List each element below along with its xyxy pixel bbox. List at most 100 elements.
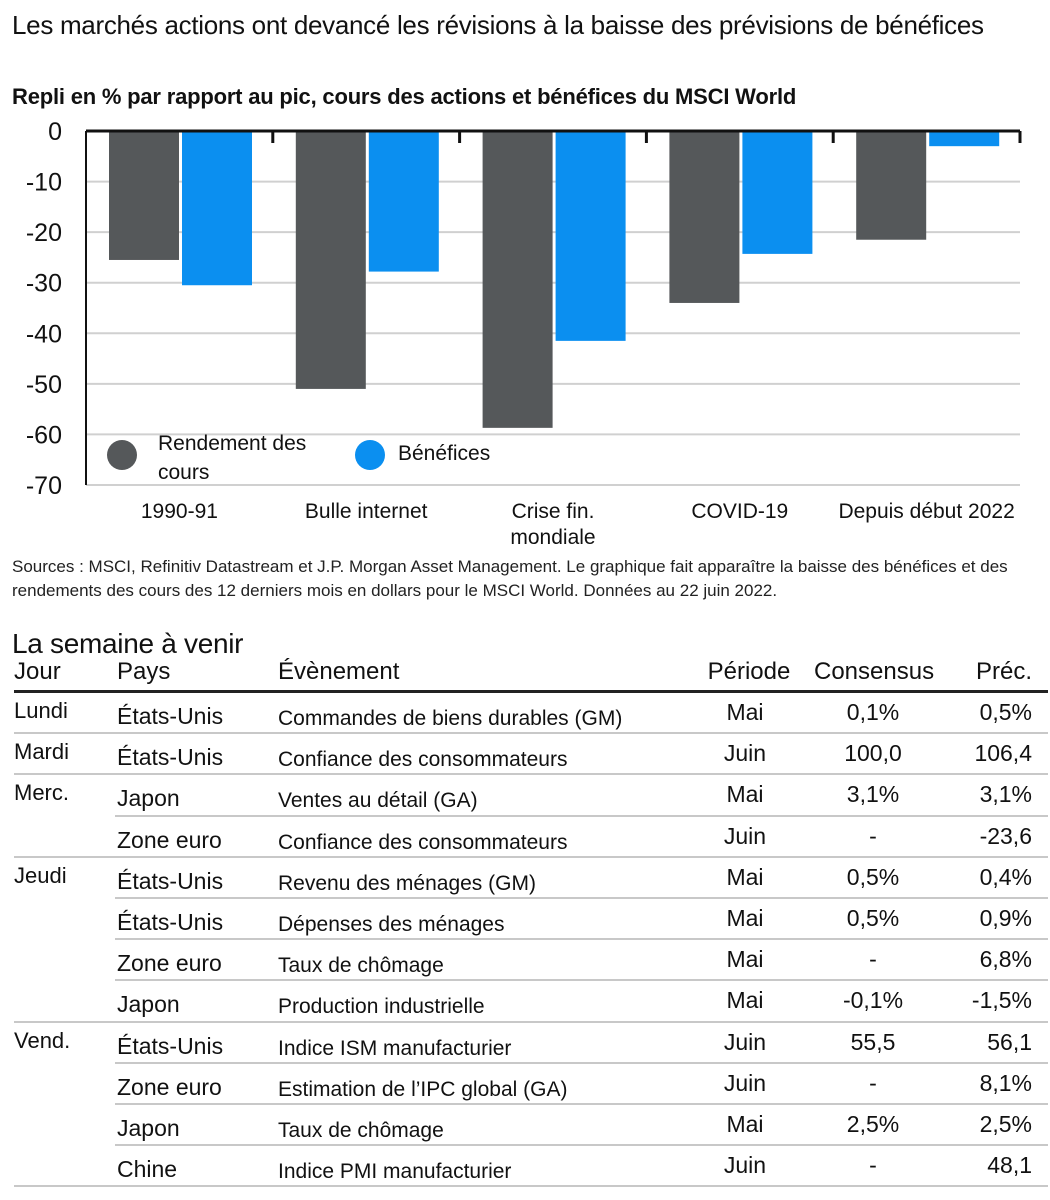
y-tick-label: -70 [26, 472, 62, 500]
cell-consensus: - [869, 1069, 877, 1096]
cell-country: États-Unis [117, 867, 224, 894]
x-tick-label: Bulle internet [305, 500, 428, 523]
cell-previous: 106,4 [974, 740, 1032, 767]
cell-day: Lundi [14, 698, 68, 723]
table-row: Zone euro Confiance des consommateurs Juin… [14, 817, 1048, 858]
header-event: Évènement [278, 658, 400, 685]
bar-earnings [742, 131, 813, 254]
cell-country: Zone euro [117, 1073, 222, 1100]
cell-previous: 0,9% [979, 904, 1032, 931]
cell-previous: 8,1% [979, 1069, 1032, 1096]
x-tick-label: Crise fin. [512, 500, 595, 523]
y-tick-label: -60 [26, 421, 62, 449]
bar-earnings [555, 131, 626, 341]
y-tick-label: -20 [26, 219, 62, 247]
cell-country: États-Unis [117, 744, 224, 771]
legend-label: cours [158, 461, 209, 484]
cell-event: Ventes au détail (GA) [278, 789, 478, 813]
cell-previous: 56,1 [987, 1028, 1032, 1055]
cell-day: Vend. [14, 1027, 71, 1053]
cell-country: États-Unis [117, 908, 224, 935]
cell-period: Juin [723, 1069, 767, 1096]
table-row: Mardi États-Unis Confiance des consommateu… [14, 734, 1048, 776]
bar-price-return [295, 131, 366, 389]
cell-previous: 3,1% [979, 781, 1032, 808]
cell-consensus: - [869, 946, 877, 973]
cell-period: Juin [723, 822, 767, 849]
table-header: Jour Pays Évènement Période Consensus Pr… [14, 656, 1048, 693]
row-divider [14, 1185, 1048, 1188]
row-divider [14, 732, 1048, 735]
cell-previous: 0,5% [979, 699, 1032, 725]
cell-event: Taux de chômage [278, 954, 444, 978]
cell-country: Japon [117, 785, 180, 812]
row-divider [14, 855, 1048, 858]
cell-consensus: - [869, 1152, 877, 1179]
cell-consensus: 0,5% [846, 904, 900, 931]
bar-earnings [368, 131, 439, 272]
cell-previous: 2,5% [979, 1110, 1032, 1137]
cell-consensus: 3,1% [846, 781, 900, 808]
cell-period: Mai [726, 904, 764, 931]
cell-period: Juin [723, 1028, 767, 1055]
row-divider [115, 1102, 1048, 1105]
row-divider [14, 773, 1048, 776]
bar-price-return [109, 131, 179, 260]
y-tick-label: -10 [26, 169, 62, 197]
table-row: Japon Production industrielle Mai -0,1% -1,5… [14, 981, 1048, 1023]
legend-swatch [355, 440, 385, 470]
cell-event: Confiance des consommateurs [278, 830, 568, 854]
row-divider [115, 979, 1048, 982]
table-row: Vend. États-Unis Indice ISM manufacturier J… [14, 1023, 1048, 1064]
cell-event: Revenu des ménages (GM) [278, 871, 536, 895]
cell-consensus: 100,0 [844, 740, 902, 767]
cell-period: Mai [726, 987, 764, 1014]
cell-previous: -23,6 [979, 822, 1032, 849]
cell-event: Confiance des consommateurs [278, 748, 568, 772]
x-tick-label: 1990-91 [141, 500, 218, 523]
cell-previous: 6,8% [979, 946, 1032, 973]
chart-title: Les marchés actions ont devancé les révi… [12, 10, 984, 40]
cell-country: Japon [117, 991, 180, 1018]
cell-day: Jeudi [14, 862, 67, 888]
sources-note: Sources : MSCI, Refinitiv Datastream et … [12, 557, 1008, 600]
table-row: Jeudi États-Unis Revenu des ménages (GM) Ma… [14, 858, 1048, 899]
table-row: Japon Taux de chômage Mai 2,5% 2,5% [14, 1105, 1048, 1147]
x-tick-label: Depuis début 2022 [838, 500, 1014, 523]
header-previous: Préc. [975, 658, 1032, 685]
chart-subtitle: Repli en % par rapport au pic, cours des… [12, 84, 797, 109]
bar-price-return [856, 131, 927, 240]
cell-consensus: 2,5% [846, 1110, 900, 1137]
cell-event: Commandes de biens durables (GM) [278, 707, 623, 730]
cell-event: Taux de chômage [278, 1118, 444, 1142]
row-divider [115, 1061, 1048, 1064]
header-consensus: Consensus [814, 658, 935, 685]
legend-label: Rendement des [158, 432, 306, 455]
table-row: Merc. Japon Ventes au détail (GA) Mai 3,1% 3,… [14, 775, 1048, 817]
cell-country: Japon [117, 1114, 180, 1141]
cell-period: Mai [726, 699, 764, 725]
y-tick-label: -30 [26, 270, 62, 298]
y-tick-label: -40 [26, 320, 62, 348]
table-row: Lundi États-Unis Commandes de biens durabl… [14, 693, 1048, 735]
cell-previous: -1,5% [971, 987, 1032, 1014]
cell-previous: 0,4% [979, 863, 1032, 890]
cell-country: Chine [117, 1156, 178, 1183]
cell-event: Estimation de l’IPC global (GA) [278, 1077, 568, 1101]
legend-label: Bénéfices [398, 442, 490, 465]
y-tick-label: -50 [26, 371, 62, 399]
week-ahead-table: Jour Pays Évènement Période Consensus Pr… [14, 656, 1048, 1188]
bar-price-return [482, 131, 553, 428]
row-divider [115, 814, 1048, 817]
bar-earnings [182, 131, 252, 286]
row-divider [115, 938, 1048, 941]
cell-event: Indice PMI manufacturier [278, 1160, 512, 1184]
cell-consensus: - [869, 822, 877, 849]
header-period: Période [707, 658, 791, 685]
cell-consensus: 0,5% [846, 863, 900, 890]
cell-previous: 48,1 [987, 1152, 1032, 1179]
x-tick-label: mondiale [510, 526, 595, 549]
row-divider [115, 896, 1048, 899]
cell-period: Mai [726, 1110, 764, 1137]
table-row: Chine Indice PMI manufacturier Juin - 48,1 [14, 1146, 1048, 1188]
